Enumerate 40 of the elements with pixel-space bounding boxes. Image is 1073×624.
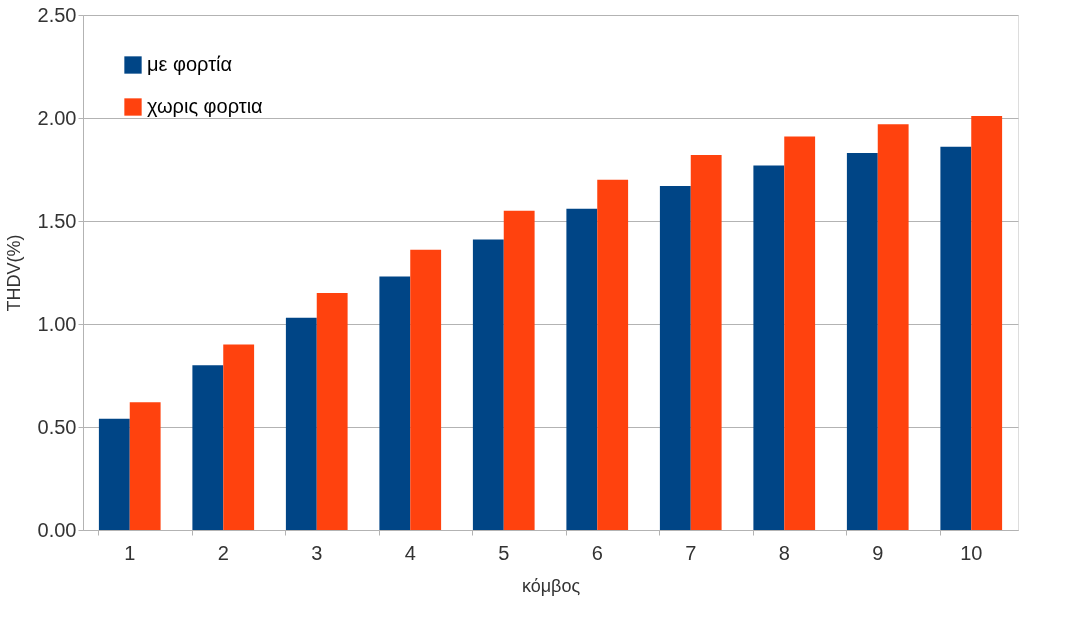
x-tick-label: 10 [960, 541, 983, 564]
y-tick-label: 2.50 [37, 3, 77, 26]
x-tick-label: 4 [404, 541, 416, 564]
bar [285, 317, 317, 530]
bar [597, 179, 629, 530]
x-tick-label: 2 [217, 541, 229, 564]
bar [129, 402, 161, 530]
x-tick-label: 3 [311, 541, 323, 564]
bar [659, 185, 691, 530]
bar [316, 293, 348, 530]
x-tick-label: 5 [498, 541, 510, 564]
x-tick-label: 8 [778, 541, 790, 564]
y-tick-label: 0.50 [37, 415, 77, 438]
bar [784, 136, 816, 530]
bar [410, 249, 442, 530]
y-axis-title: THDV(%) [3, 234, 24, 312]
bar [690, 155, 722, 530]
bar [98, 418, 130, 530]
bar [566, 208, 598, 530]
bar [503, 210, 535, 530]
x-axis-title: κόμβος [521, 575, 581, 596]
y-tick-label: 1.50 [37, 209, 77, 232]
bar [379, 276, 411, 530]
x-tick-label: 6 [591, 541, 603, 564]
y-tick-label: 1.00 [37, 312, 77, 335]
y-tick-label: 2.00 [37, 106, 77, 129]
bar [846, 153, 878, 530]
bar [753, 165, 785, 530]
x-tick-label: 7 [685, 541, 697, 564]
bar [940, 146, 972, 530]
x-tick-label: 1 [124, 541, 136, 564]
bar [472, 239, 504, 530]
x-tick-label: 9 [872, 541, 884, 564]
bar [971, 115, 1003, 530]
y-tick-label: 0.00 [37, 518, 77, 541]
bar [223, 344, 255, 530]
legend-label: με φορτία [147, 53, 233, 75]
legend-label: χωρις φορτια [147, 95, 263, 117]
bar [877, 124, 909, 530]
bar [192, 365, 224, 530]
